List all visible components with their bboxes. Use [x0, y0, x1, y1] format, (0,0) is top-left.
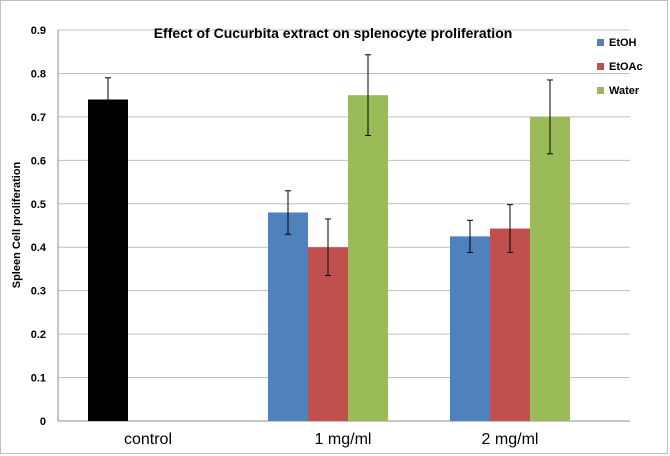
- bars: [88, 95, 570, 422]
- x-category-label: 1 mg/ml: [315, 431, 372, 448]
- chart-title: Effect of Cucurbita extract on splenocyt…: [154, 25, 513, 41]
- bar-etoh-1: [268, 212, 308, 421]
- y-tick-label: 0.9: [31, 25, 46, 37]
- legend-label: EtOAc: [609, 61, 643, 73]
- legend: EtOH EtOAc Water: [597, 37, 643, 97]
- error-bars: [105, 54, 553, 276]
- y-tick-label: 0.6: [31, 155, 46, 167]
- legend-swatch: [597, 87, 604, 94]
- bar-etoh-2: [450, 236, 490, 421]
- legend-label: EtOH: [609, 37, 637, 49]
- y-tick-label: 0.8: [31, 68, 46, 80]
- y-ticks: 0 0.1 0.2 0.3 0.4 0.5 0.6 0.7 0.8 0.9: [31, 25, 47, 428]
- y-tick-label: 0.4: [31, 242, 47, 254]
- y-axis-label: Spleen Cell proliferation: [11, 161, 23, 288]
- y-tick-label: 0: [40, 416, 46, 428]
- bar-water-1: [348, 95, 388, 422]
- legend-swatch: [597, 63, 604, 70]
- legend-label: Water: [609, 85, 640, 97]
- y-tick-label: 0.3: [31, 286, 46, 298]
- bar-etoac-1: [308, 247, 348, 421]
- legend-swatch: [597, 39, 604, 46]
- y-tick-label: 0.5: [31, 199, 46, 211]
- y-tick-label: 0.1: [31, 373, 46, 385]
- x-category-label: control: [124, 431, 172, 448]
- bar-etoac-2: [490, 228, 530, 421]
- bar-control: [88, 99, 128, 421]
- bar-water-2: [530, 116, 570, 421]
- x-category-label: 2 mg/ml: [482, 431, 539, 448]
- y-tick-label: 0.7: [31, 112, 46, 124]
- x-category-labels: control 1 mg/ml 2 mg/ml: [124, 431, 538, 448]
- y-tick-label: 0.2: [31, 329, 46, 341]
